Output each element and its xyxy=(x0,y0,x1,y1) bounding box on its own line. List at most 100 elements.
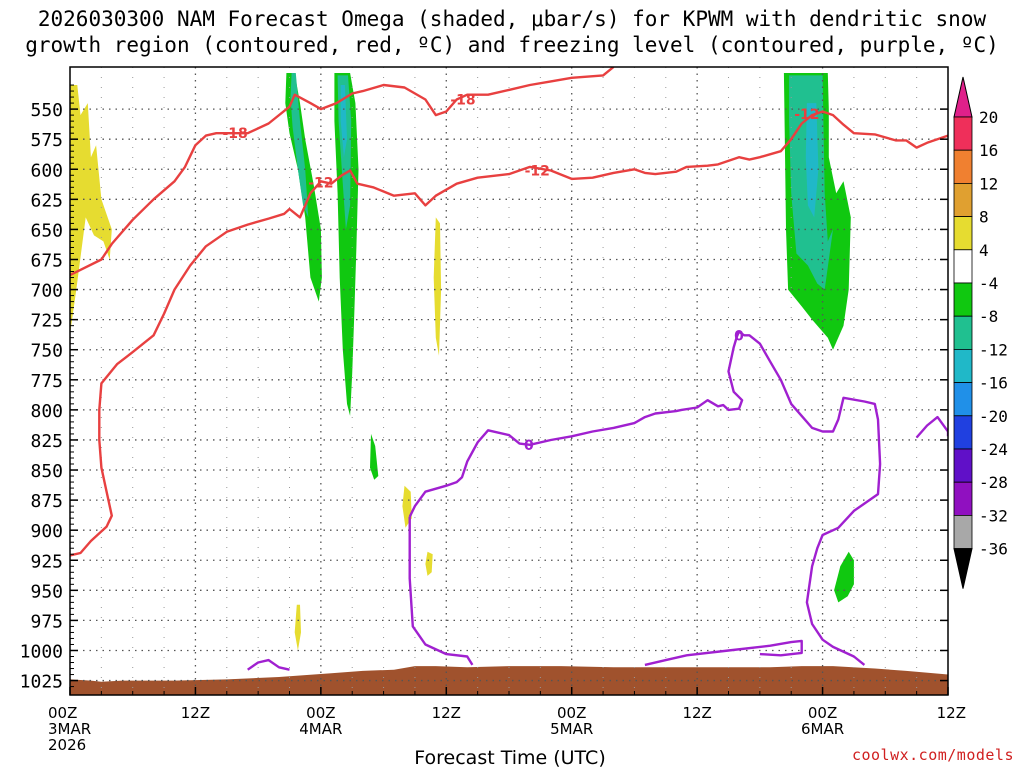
y-tick-label-925: 925 xyxy=(30,551,63,572)
colorbar-bin-5 xyxy=(953,282,973,317)
colorbar-label-2: 12 xyxy=(979,174,998,193)
contour-purple-0c-contour-right xyxy=(915,415,948,439)
contour-label-2: -12 xyxy=(308,175,333,191)
colorbar-label-12: -32 xyxy=(979,506,1008,525)
y-tick-label-550: 550 xyxy=(30,100,63,121)
contour-purple-0c-contour-upper xyxy=(408,330,882,666)
colorbar-bin-4 xyxy=(953,249,973,284)
colorbar-label-6: -8 xyxy=(979,307,998,326)
contour-label-5: 0 xyxy=(524,438,534,454)
contour-purple-0c-contour-lower xyxy=(247,658,290,671)
y-tick-label-725: 725 xyxy=(30,311,63,332)
contour-purple-0c-contour-middle xyxy=(408,516,474,666)
colorbar-bin-1 xyxy=(953,149,973,184)
colorbar-label-7: -12 xyxy=(979,340,1008,359)
colorbar-bin-0 xyxy=(953,116,973,151)
x-tick-label-0-1: 3MAR xyxy=(48,720,91,738)
colorbar-label-3: 8 xyxy=(979,208,989,227)
contour-label-0: -18 xyxy=(222,126,247,142)
colorbar-label-9: -20 xyxy=(979,407,1008,426)
contour-layer xyxy=(70,67,948,671)
shaded-region-green-small-1 xyxy=(370,433,379,480)
colorbar-bin-7 xyxy=(953,348,973,383)
shaded-region-teal-omega-12-c xyxy=(805,103,819,218)
y-tick-label-850: 850 xyxy=(30,461,63,482)
contour-label-layer: -18 -18 -12 -12 -12 0 0 xyxy=(222,92,819,453)
colorbar-bin-8 xyxy=(953,382,973,417)
y-tick-label-975: 975 xyxy=(30,611,63,632)
chart-title-line-1: 2026030300 NAM Forecast Omega (shaded, μ… xyxy=(37,7,987,31)
shaded-region-teal-omega-12-b xyxy=(340,85,347,158)
colorbar-label-13: -36 xyxy=(979,540,1008,559)
y-tick-label-1025: 1025 xyxy=(20,672,63,693)
y-tick-label-1000: 1000 xyxy=(20,641,63,662)
chart-title: 2026030300 NAM Forecast Omega (shaded, μ… xyxy=(0,6,1024,58)
x-tick-label-12-0: 12Z xyxy=(181,704,210,722)
colorbar-label-10: -24 xyxy=(979,440,1008,459)
colorbar-bin-11 xyxy=(953,481,973,516)
gridlines xyxy=(70,67,948,695)
shaded-omega-layer xyxy=(70,73,948,695)
colorbar: 20 16 12 8 4 -4 -8 -12 -16 -20 -24 -28 -32 -36 xyxy=(953,76,1008,589)
credit-text: coolwx.com/models xyxy=(851,746,1014,764)
x-tick-label-60-0: 12Z xyxy=(682,704,711,722)
y-tick-label-900: 900 xyxy=(30,521,63,542)
colorbar-label-0: 20 xyxy=(979,108,998,127)
contour-label-4: -12 xyxy=(794,107,819,123)
x-tick-label-24-0: 00Z xyxy=(306,704,335,722)
y-axis: 550 575 600 625 650 675 700 725 750 775 800 825 850 8… xyxy=(20,84,948,693)
x-tick-label-36-0: 12Z xyxy=(432,704,461,722)
x-tick-label-24-1: 4MAR xyxy=(299,720,342,738)
y-tick-label-625: 625 xyxy=(30,190,63,211)
shaded-region-yellow-small-4 xyxy=(294,604,301,651)
colorbar-bin-9 xyxy=(953,415,973,450)
x-tick-label-48-0: 00Z xyxy=(557,704,586,722)
colorbar-bin-10 xyxy=(953,448,973,483)
contour-label-1: -18 xyxy=(450,92,475,108)
shaded-region-yellow-small-1 xyxy=(433,217,442,356)
colorbar-label-8: -16 xyxy=(979,374,1008,393)
y-tick-label-600: 600 xyxy=(30,160,63,181)
contour-red-18c-contour xyxy=(70,67,615,277)
colorbar-bin-2 xyxy=(953,182,973,217)
x-axis-label: Forecast Time (UTC) xyxy=(414,747,605,768)
contour-label-6: 0 xyxy=(734,328,744,344)
colorbar-label-11: -28 xyxy=(979,473,1008,492)
shaded-region-green-omega-4-b xyxy=(334,73,359,416)
y-tick-label-825: 825 xyxy=(30,431,63,452)
colorbar-top-arrow xyxy=(953,76,973,118)
contour-label-3: -12 xyxy=(525,163,550,179)
y-tick-label-675: 675 xyxy=(30,250,63,271)
x-tick-label-72-1: 6MAR xyxy=(801,720,844,738)
shaded-region-yellow-omega-4-left xyxy=(70,85,112,335)
y-tick-label-750: 750 xyxy=(30,341,63,362)
x-tick-label-0-0: 00Z xyxy=(48,704,77,722)
y-tick-label-800: 800 xyxy=(30,401,63,422)
y-tick-label-775: 775 xyxy=(30,371,63,392)
y-tick-label-950: 950 xyxy=(30,581,63,602)
chart-title-line-2: growth region (contoured, red, ºC) and f… xyxy=(25,33,999,57)
x-tick-label-0-2: 2026 xyxy=(48,736,86,754)
colorbar-label-1: 16 xyxy=(979,141,998,160)
colorbar-label-5: -4 xyxy=(979,274,998,293)
y-tick-label-700: 700 xyxy=(30,281,63,302)
y-tick-label-650: 650 xyxy=(30,220,63,241)
contour-purple-0c-contour-bottom xyxy=(644,639,803,667)
shaded-region-yellow-small-3 xyxy=(425,551,433,576)
colorbar-label-4: 4 xyxy=(979,241,989,260)
colorbar-bin-3 xyxy=(953,216,973,251)
shaded-region-green-small-2 xyxy=(834,551,854,603)
x-tick-label-48-1: 5MAR xyxy=(550,720,593,738)
x-tick-label-84-0: 12Z xyxy=(937,704,966,722)
colorbar-bottom-arrow xyxy=(953,548,973,589)
colorbar-bin-6 xyxy=(953,315,973,350)
x-tick-label-72-0: 00Z xyxy=(808,704,837,722)
shaded-region-cyan-omega-8-a xyxy=(290,73,309,218)
colorbar-bin-12 xyxy=(953,515,973,550)
y-tick-label-875: 875 xyxy=(30,491,63,512)
y-tick-label-575: 575 xyxy=(30,130,63,151)
shaded-region-terrain xyxy=(70,666,948,695)
contour-red-12c-contour xyxy=(70,110,948,557)
